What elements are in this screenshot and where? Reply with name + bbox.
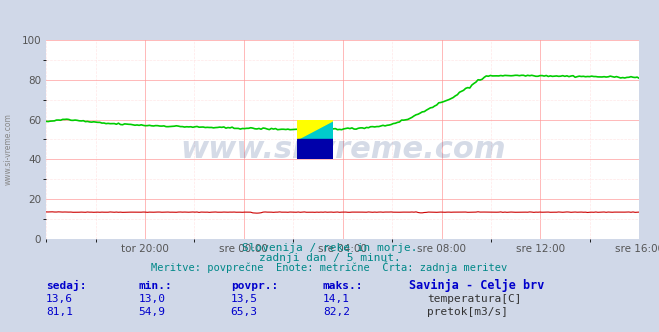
Polygon shape: [297, 120, 333, 159]
Text: 82,2: 82,2: [323, 307, 350, 317]
Text: Meritve: povprečne  Enote: metrične  Črta: zadnja meritev: Meritve: povprečne Enote: metrične Črta:…: [152, 261, 507, 273]
Text: 54,9: 54,9: [138, 307, 165, 317]
Text: pretok[m3/s]: pretok[m3/s]: [427, 307, 508, 317]
Polygon shape: [297, 139, 333, 159]
Text: 13,0: 13,0: [138, 294, 165, 304]
Text: maks.:: maks.:: [323, 281, 363, 291]
Text: zadnji dan / 5 minut.: zadnji dan / 5 minut.: [258, 253, 401, 263]
Text: min.:: min.:: [138, 281, 172, 291]
Polygon shape: [297, 120, 333, 139]
Polygon shape: [315, 120, 333, 139]
Text: 13,5: 13,5: [231, 294, 258, 304]
Text: povpr.:: povpr.:: [231, 281, 278, 291]
Text: temperatura[C]: temperatura[C]: [427, 294, 521, 304]
Text: www.si-vreme.com: www.si-vreme.com: [3, 114, 13, 185]
Polygon shape: [297, 139, 333, 159]
Text: Savinja - Celje brv: Savinja - Celje brv: [409, 279, 544, 292]
Text: 65,3: 65,3: [231, 307, 258, 317]
Text: 81,1: 81,1: [46, 307, 73, 317]
Text: Slovenija / reke in morje.: Slovenija / reke in morje.: [242, 243, 417, 253]
Text: www.si-vreme.com: www.si-vreme.com: [180, 135, 505, 164]
Text: 14,1: 14,1: [323, 294, 350, 304]
Text: sedaj:: sedaj:: [46, 280, 86, 291]
Polygon shape: [297, 120, 315, 139]
Text: 13,6: 13,6: [46, 294, 73, 304]
Polygon shape: [297, 120, 333, 139]
